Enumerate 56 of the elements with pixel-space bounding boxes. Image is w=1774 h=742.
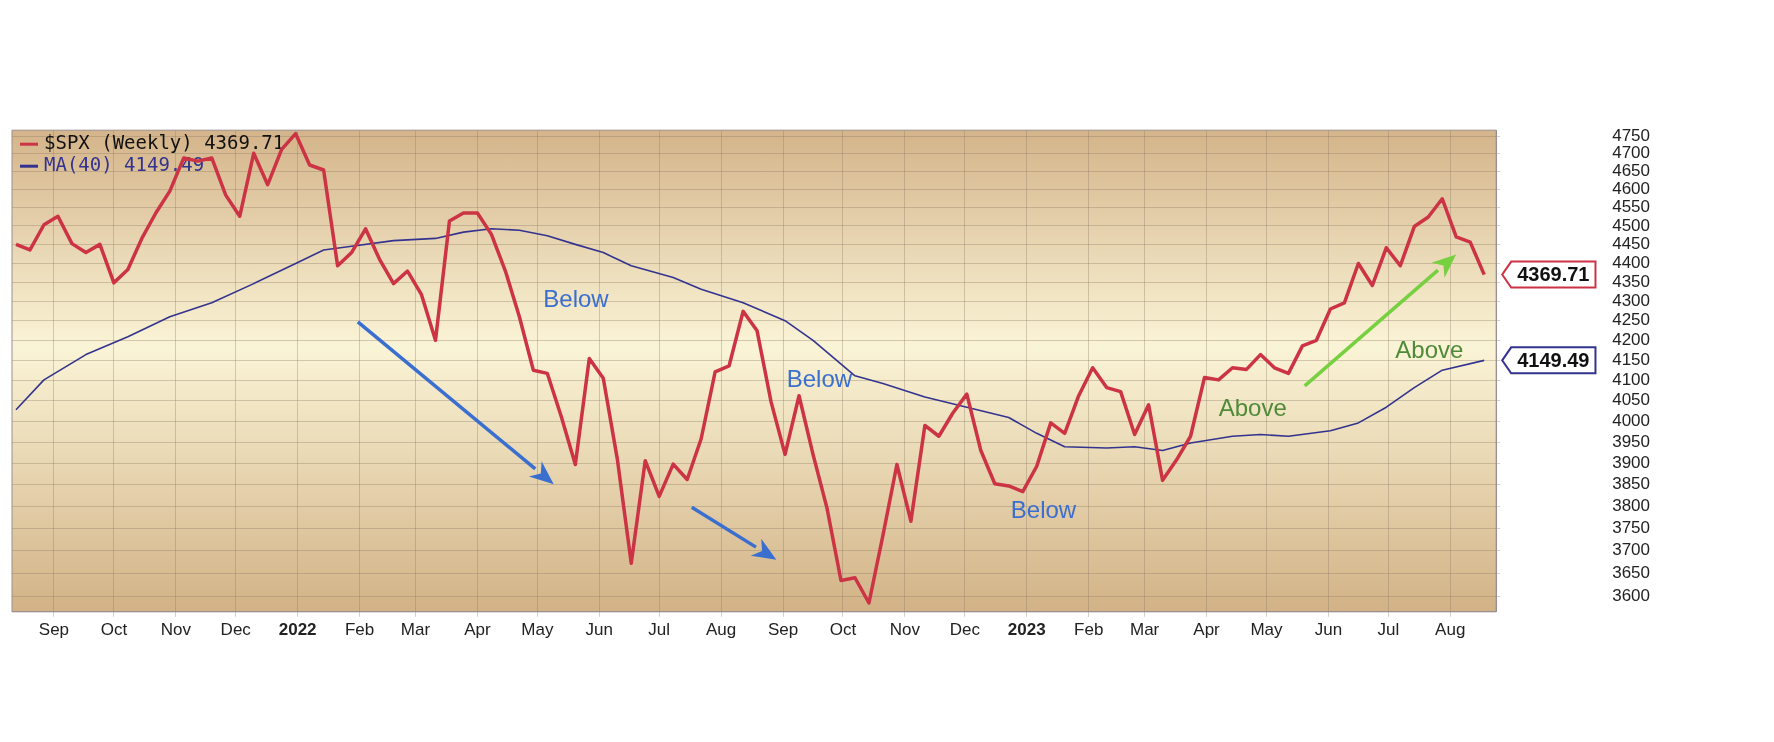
annotation: Below <box>1010 495 1077 523</box>
y-tick-label: 4500 <box>1612 215 1651 235</box>
y-tick-label: 3750 <box>1612 518 1651 538</box>
x-tick-label: Dec <box>949 619 981 639</box>
y-tick-label: 3800 <box>1612 496 1651 516</box>
x-tick-label: Dec <box>220 619 252 639</box>
y-tick-label: 4050 <box>1612 390 1651 410</box>
y-tick-label: 4000 <box>1612 410 1651 430</box>
x-tick-label: Nov <box>160 619 192 639</box>
annotation: Above <box>1218 393 1287 421</box>
y-tick-label: 3700 <box>1612 540 1651 560</box>
y-tick-label: 4450 <box>1612 234 1651 254</box>
y-tick-label: 3650 <box>1612 562 1651 582</box>
y-tick-label: 4550 <box>1612 197 1651 217</box>
data-label: 4369.71 <box>1517 263 1590 286</box>
y-tick-label: 4700 <box>1612 143 1651 163</box>
x-tick-label: Aug <box>1435 619 1466 639</box>
y-tick-label: 3950 <box>1612 431 1651 451</box>
y-tick-label: 4100 <box>1612 369 1651 389</box>
annotation: Above <box>1395 336 1464 364</box>
x-tick-label: Jul <box>1377 619 1400 639</box>
x-tick-label: Apr <box>464 619 491 639</box>
x-tick-label: May <box>1250 619 1284 639</box>
y-tick-label: 4250 <box>1612 310 1651 330</box>
x-tick-label: 2022 <box>278 619 317 639</box>
x-tick-label: Jun <box>1314 619 1343 639</box>
data-label: 4149.49 <box>1517 348 1590 371</box>
x-tick-label: Sep <box>38 619 70 639</box>
y-tick-label: 3900 <box>1612 452 1651 472</box>
x-tick-label: 2023 <box>1007 619 1046 639</box>
y-tick-label: 3600 <box>1612 585 1651 605</box>
x-tick-label: Aug <box>706 619 737 639</box>
x-tick-label: May <box>521 619 554 639</box>
y-tick-label: 4650 <box>1612 161 1651 181</box>
y-tick-label: 4300 <box>1612 290 1651 310</box>
x-tick-label: Oct <box>829 619 857 639</box>
y-tick-label: 4200 <box>1612 329 1651 349</box>
x-tick-label: Jul <box>648 619 671 639</box>
x-tick-label: Mar <box>1129 619 1160 639</box>
x-tick-label: Oct <box>100 619 128 639</box>
x-tick-label: Apr <box>1193 619 1221 639</box>
annotation: Below <box>543 284 610 312</box>
x-tick-label: Sep <box>767 619 799 639</box>
y-tick-label: 4750 <box>1612 125 1651 145</box>
x-tick-label: Feb <box>344 619 375 639</box>
x-tick-label: Feb <box>1074 619 1104 639</box>
annotation: Below <box>786 365 853 393</box>
y-tick-label: 3850 <box>1612 474 1651 494</box>
legend-label: $SPX (Weekly) 4369.71 <box>44 131 285 154</box>
y-tick-label: 4400 <box>1612 252 1651 272</box>
x-tick-label: Nov <box>889 619 921 639</box>
x-tick-label: Mar <box>400 619 431 639</box>
x-tick-label: Jun <box>585 619 613 639</box>
y-tick-label: 4600 <box>1612 179 1651 199</box>
y-tick-label: 4150 <box>1612 349 1651 369</box>
y-tick-label: 4350 <box>1612 271 1651 291</box>
